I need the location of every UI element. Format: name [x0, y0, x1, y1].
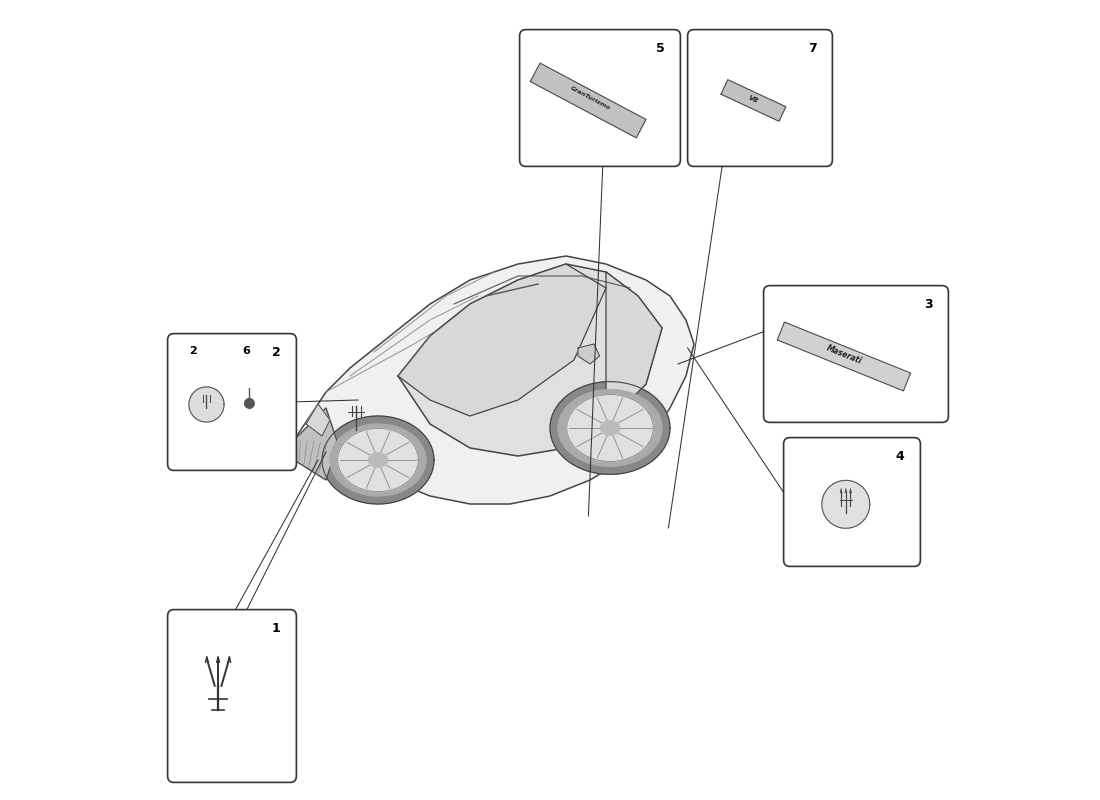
Text: Maserati: Maserati	[825, 344, 864, 366]
Polygon shape	[601, 421, 619, 435]
Text: 3: 3	[924, 298, 933, 311]
Text: 7: 7	[807, 42, 816, 55]
Polygon shape	[720, 80, 785, 122]
Polygon shape	[778, 322, 911, 391]
Text: V8: V8	[748, 94, 759, 104]
Polygon shape	[189, 387, 224, 422]
Text: 1: 1	[272, 622, 280, 635]
Polygon shape	[294, 256, 694, 504]
Polygon shape	[398, 264, 662, 456]
Polygon shape	[566, 394, 653, 462]
Polygon shape	[294, 408, 338, 480]
Text: 2: 2	[272, 346, 280, 359]
Polygon shape	[368, 453, 387, 467]
Text: 6: 6	[242, 346, 250, 357]
Polygon shape	[550, 382, 670, 474]
FancyBboxPatch shape	[167, 610, 296, 782]
Text: 2: 2	[189, 346, 197, 357]
Text: 4: 4	[895, 450, 904, 463]
Polygon shape	[822, 480, 870, 528]
Polygon shape	[338, 428, 418, 492]
Polygon shape	[306, 404, 330, 436]
Polygon shape	[578, 344, 600, 364]
Polygon shape	[330, 424, 426, 496]
FancyBboxPatch shape	[167, 334, 296, 470]
Polygon shape	[398, 264, 606, 416]
FancyBboxPatch shape	[688, 30, 833, 166]
Polygon shape	[530, 63, 646, 138]
Polygon shape	[244, 398, 254, 408]
FancyBboxPatch shape	[519, 30, 681, 166]
Text: GranTurismo: GranTurismo	[570, 86, 612, 110]
Text: 5: 5	[656, 42, 664, 55]
Polygon shape	[558, 390, 662, 466]
FancyBboxPatch shape	[783, 438, 921, 566]
Polygon shape	[606, 272, 662, 424]
Polygon shape	[322, 416, 434, 504]
FancyBboxPatch shape	[763, 286, 948, 422]
